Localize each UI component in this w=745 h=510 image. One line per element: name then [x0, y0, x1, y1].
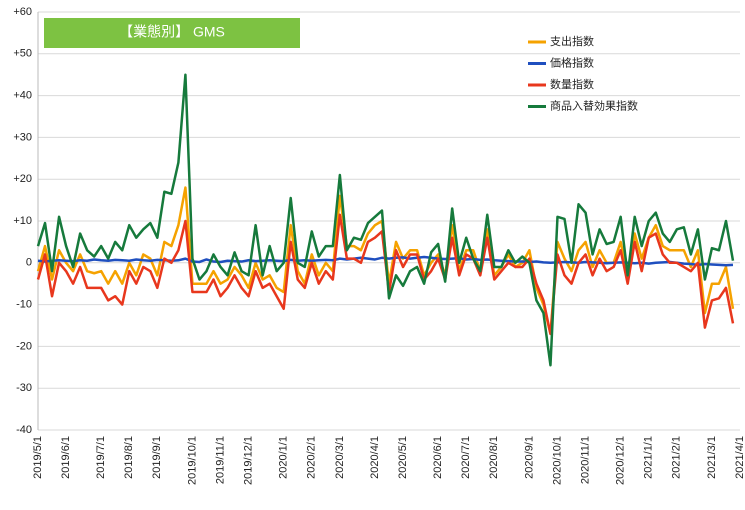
y-tick-label: +50 — [13, 48, 32, 60]
y-tick-label: 0 — [26, 257, 32, 269]
title-box — [44, 18, 300, 48]
y-tick-label: +60 — [13, 6, 32, 18]
x-tick-label: 2019/7/1 — [95, 436, 107, 479]
y-tick-label: -40 — [16, 424, 32, 436]
x-tick-label: 2020/3/1 — [334, 436, 346, 479]
x-tick-label: 2019/5/1 — [32, 436, 44, 479]
x-tick-label: 2020/4/1 — [369, 436, 381, 479]
x-tick-label: 2020/8/1 — [488, 436, 500, 479]
x-tick-label: 2020/6/1 — [432, 436, 444, 479]
y-tick-label: +40 — [13, 90, 32, 102]
x-tick-label: 2021/1/1 — [643, 436, 655, 479]
x-tick-label: 2020/5/1 — [397, 436, 409, 479]
series-line — [36, 73, 735, 367]
legend-label: 商品入替効果指数 — [550, 98, 638, 112]
x-tick-label: 2020/12/1 — [615, 436, 627, 485]
x-tick-label: 2019/11/1 — [214, 436, 226, 484]
x-tick-label: 2020/10/1 — [551, 436, 563, 485]
legend-label: 数量指数 — [550, 77, 594, 91]
x-tick-label: 2020/11/1 — [579, 436, 591, 484]
x-tick-label: 2020/1/1 — [278, 436, 290, 479]
legend-label: 支出指数 — [550, 34, 594, 48]
x-tick-label: 2019/8/1 — [123, 436, 135, 479]
x-tick-label: 2020/2/1 — [306, 436, 318, 479]
legend-label: 価格指数 — [550, 55, 594, 69]
y-tick-label: +30 — [13, 131, 32, 143]
y-tick-label: +20 — [13, 173, 32, 185]
x-tick-label: 2019/6/1 — [60, 436, 72, 479]
y-tick-label: -30 — [16, 382, 32, 394]
x-tick-label: 2021/3/1 — [706, 436, 718, 479]
x-tick-label: 2021/2/1 — [671, 436, 683, 479]
x-tick-label: 2019/10/1 — [186, 436, 198, 485]
chart-title: 【業態別】 GMS — [119, 24, 225, 40]
x-tick-label: 2020/9/1 — [523, 436, 535, 479]
x-tick-label: 2021/4/1 — [734, 436, 745, 479]
y-tick-label: -20 — [16, 340, 32, 352]
y-tick-label: -10 — [16, 299, 32, 311]
x-tick-label: 2020/7/1 — [460, 436, 472, 479]
x-tick-label: 2019/9/1 — [151, 436, 163, 479]
y-tick-label: +10 — [13, 215, 32, 227]
x-tick-label: 2019/12/1 — [243, 436, 255, 485]
